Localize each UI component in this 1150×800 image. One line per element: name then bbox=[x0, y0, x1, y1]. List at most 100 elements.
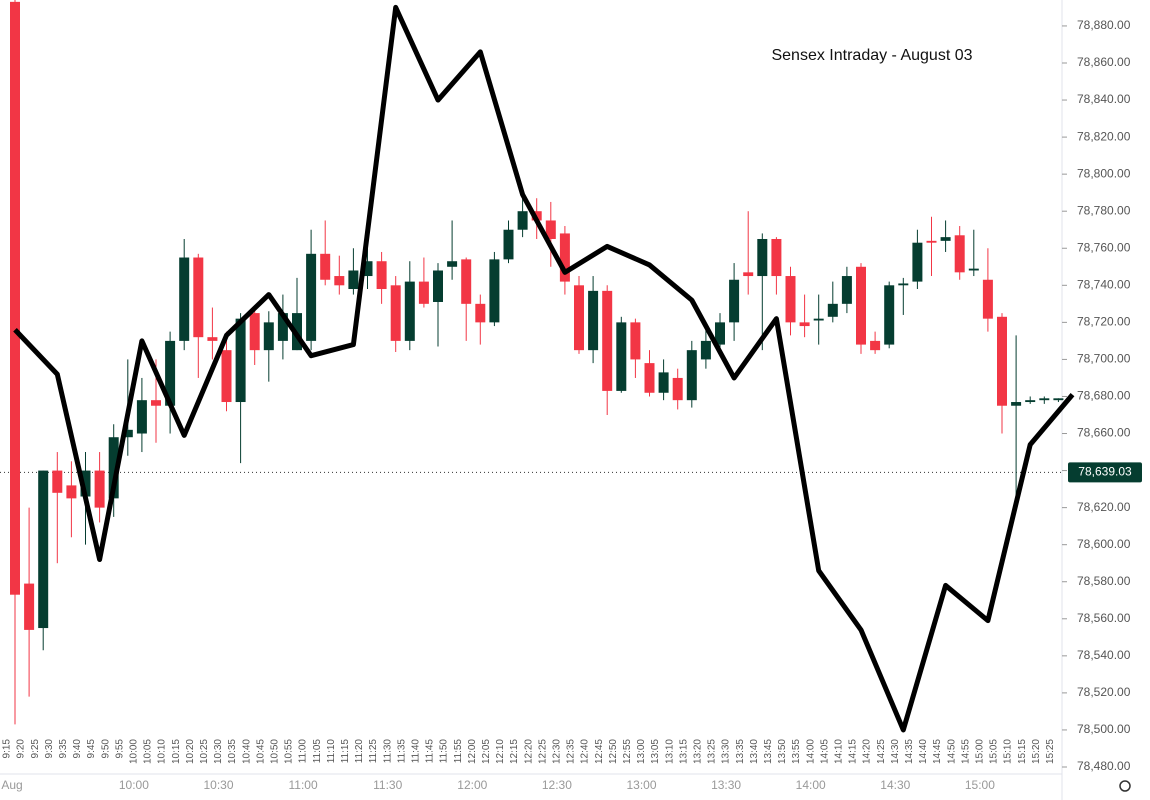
time-label: 11:00 bbox=[289, 778, 318, 792]
x-tick-label: 9:15 bbox=[2, 739, 13, 759]
x-tick-label: 15:15 bbox=[1017, 739, 1028, 764]
candle-body bbox=[179, 257, 190, 341]
y-tick-label: 78,560.00 bbox=[1077, 611, 1131, 625]
candle-body bbox=[66, 485, 77, 499]
x-tick-label: 10:10 bbox=[157, 739, 168, 764]
candle-body bbox=[277, 313, 288, 341]
y-tick-label: 78,840.00 bbox=[1077, 92, 1131, 106]
candle-body bbox=[912, 242, 923, 282]
time-label: 11:30 bbox=[373, 778, 402, 792]
date-label: Aug bbox=[1, 778, 22, 792]
candle-body bbox=[672, 377, 683, 401]
x-tick-label: 12:35 bbox=[566, 739, 577, 764]
candle-body bbox=[588, 290, 599, 351]
candle-body bbox=[1039, 398, 1050, 401]
x-tick-label: 14:35 bbox=[904, 739, 915, 764]
x-tick-label: 9:40 bbox=[72, 739, 83, 759]
x-tick-label: 15:10 bbox=[1003, 739, 1014, 764]
x-tick-label: 13:50 bbox=[777, 739, 788, 764]
y-tick-label: 78,780.00 bbox=[1077, 203, 1131, 217]
candle-body bbox=[320, 253, 331, 280]
y-tick-label: 78,620.00 bbox=[1077, 500, 1131, 514]
time-label: 10:00 bbox=[119, 778, 149, 792]
x-tick-label: 13:30 bbox=[721, 739, 732, 764]
x-tick-label: 13:55 bbox=[791, 739, 802, 764]
candle-body bbox=[757, 238, 768, 277]
candle-body bbox=[165, 340, 176, 406]
x-tick-label: 9:20 bbox=[16, 739, 27, 759]
candle-body bbox=[193, 257, 204, 338]
candle-body bbox=[122, 429, 133, 438]
candle-body bbox=[376, 261, 387, 290]
candle-body bbox=[1011, 402, 1022, 406]
candle-body bbox=[799, 322, 810, 327]
candle-body bbox=[1025, 400, 1036, 403]
x-tick-label: 11:55 bbox=[453, 739, 464, 764]
time-label: 12:00 bbox=[457, 778, 487, 792]
candle-body bbox=[136, 400, 147, 434]
x-tick-label: 11:50 bbox=[439, 739, 450, 764]
candle-body bbox=[856, 266, 866, 345]
y-tick-label: 78,820.00 bbox=[1077, 129, 1131, 143]
candle-body bbox=[559, 233, 570, 282]
x-tick-label: 11:25 bbox=[368, 739, 379, 764]
x-tick-label: 14:30 bbox=[890, 739, 901, 764]
candle-body bbox=[841, 276, 852, 304]
x-tick-label: 10:35 bbox=[227, 739, 238, 764]
x-tick-label: 12:30 bbox=[552, 739, 563, 764]
x-tick-label: 10:05 bbox=[143, 739, 154, 764]
x-tick-label: 10:55 bbox=[284, 739, 295, 764]
candle-body bbox=[151, 400, 161, 406]
candle-body bbox=[574, 285, 584, 351]
candle-body bbox=[489, 259, 500, 323]
last-price-label: 78,639.03 bbox=[1078, 465, 1132, 479]
x-tick-label: 9:30 bbox=[44, 739, 55, 759]
time-label: 15:00 bbox=[965, 778, 995, 792]
x-tick-label: 14:25 bbox=[876, 739, 887, 764]
candle-body bbox=[235, 318, 246, 403]
candle-body bbox=[743, 272, 754, 277]
x-tick-label: 15:05 bbox=[989, 739, 1000, 764]
candle-body bbox=[616, 322, 627, 391]
y-tick-label: 78,500.00 bbox=[1077, 722, 1131, 736]
y-tick-label: 78,660.00 bbox=[1077, 426, 1131, 440]
candle-body bbox=[94, 470, 105, 508]
x-tick-label: 11:35 bbox=[396, 739, 407, 764]
overlay-line bbox=[13, 4, 1075, 733]
time-label: 13:00 bbox=[626, 778, 656, 792]
y-tick-label: 78,600.00 bbox=[1077, 537, 1131, 551]
x-tick-label: 9:55 bbox=[114, 739, 125, 759]
last-price-tag bbox=[1068, 462, 1142, 483]
candle-body bbox=[926, 240, 937, 243]
x-tick-label: 13:35 bbox=[735, 739, 746, 764]
y-tick-label: 78,880.00 bbox=[1077, 18, 1131, 32]
x-tick-label: 10:20 bbox=[185, 739, 196, 764]
x-tick-label: 14:00 bbox=[805, 739, 816, 764]
x-tick-label: 14:50 bbox=[946, 739, 957, 764]
candle-body bbox=[38, 470, 49, 629]
candle-body bbox=[968, 268, 979, 271]
x-tick-label: 13:05 bbox=[650, 739, 661, 764]
y-tick-label: 78,740.00 bbox=[1077, 277, 1131, 291]
x-tick-label: 13:40 bbox=[749, 739, 760, 764]
candle-body bbox=[658, 372, 669, 393]
x-tick-label: 10:50 bbox=[270, 739, 281, 764]
x-tick-label: 10:40 bbox=[241, 739, 252, 764]
y-tick-label: 78,680.00 bbox=[1077, 389, 1131, 403]
x-tick-label: 11:30 bbox=[382, 739, 393, 764]
candle-body bbox=[686, 350, 697, 401]
candle-body bbox=[390, 285, 401, 341]
y-tick-label: 78,540.00 bbox=[1077, 648, 1131, 662]
candle-body bbox=[715, 322, 725, 345]
candle-body bbox=[362, 261, 373, 277]
x-tick-label: 10:45 bbox=[255, 739, 266, 764]
settings-icon[interactable] bbox=[1119, 780, 1131, 792]
y-tick-label: 78,700.00 bbox=[1077, 352, 1131, 366]
x-tick-label: 12:10 bbox=[495, 739, 506, 764]
x-tick-label: 12:40 bbox=[580, 739, 591, 764]
x-tick-label: 10:00 bbox=[129, 739, 140, 764]
x-tick-label: 13:00 bbox=[636, 739, 647, 764]
candle-body bbox=[602, 290, 613, 391]
x-tick-label: 11:20 bbox=[354, 739, 365, 764]
